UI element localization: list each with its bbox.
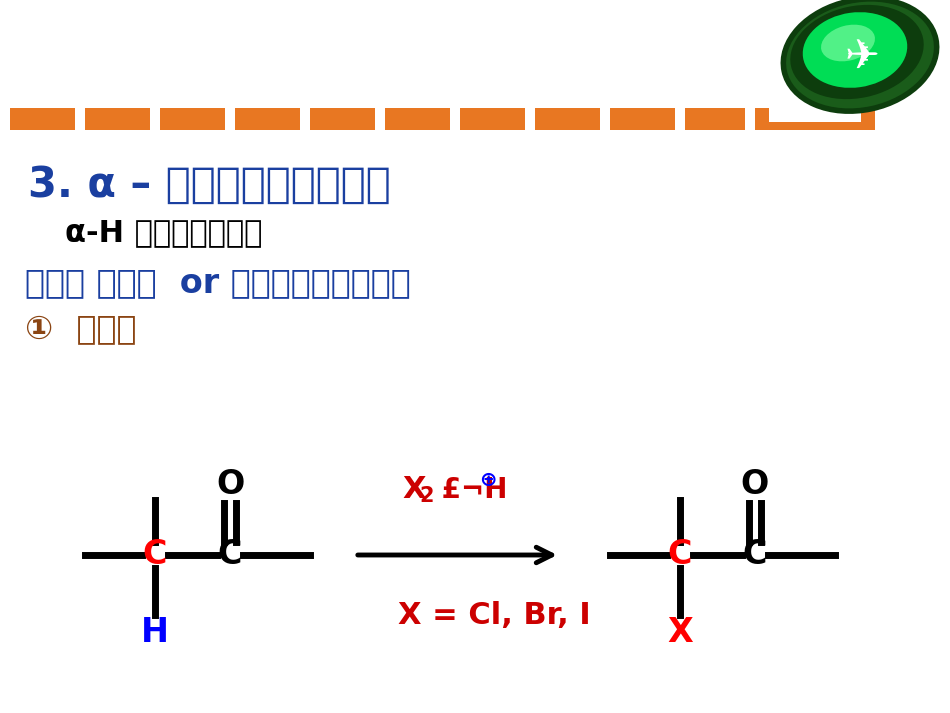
Text: C: C — [668, 538, 693, 572]
Text: H: H — [141, 617, 169, 650]
Bar — [310, 108, 375, 130]
Text: X = Cl, Br, I: X = Cl, Br, I — [397, 600, 590, 630]
Bar — [385, 108, 450, 130]
Bar — [10, 108, 75, 130]
Text: C: C — [743, 538, 768, 572]
Text: 3. α – 卤代反应，卤仿反应: 3. α – 卤代反应，卤仿反应 — [28, 164, 390, 206]
Text: C: C — [218, 538, 242, 572]
Text: C: C — [142, 538, 167, 572]
Bar — [460, 108, 525, 130]
Text: X: X — [667, 617, 693, 650]
Text: £¬H: £¬H — [431, 476, 507, 504]
Text: ①  酸攀化: ① 酸攀化 — [25, 314, 137, 347]
Text: O: O — [741, 468, 770, 501]
Bar — [535, 108, 600, 130]
Bar — [685, 108, 745, 130]
Text: ✈: ✈ — [845, 36, 880, 78]
Text: 条件： 酸攀化  or 碱攀化（历程不同）: 条件： 酸攀化 or 碱攀化（历程不同） — [25, 267, 410, 299]
Text: 2: 2 — [420, 486, 434, 506]
Ellipse shape — [821, 25, 875, 61]
Bar — [235, 108, 300, 130]
Text: ⊕: ⊕ — [480, 470, 497, 490]
Bar — [861, 108, 875, 130]
Text: α-H 较活泼，易取代: α-H 较活泼，易取代 — [65, 218, 262, 247]
Bar — [160, 108, 225, 130]
Bar — [85, 108, 150, 130]
Bar — [755, 108, 769, 130]
Bar — [755, 122, 875, 130]
Text: O: O — [216, 468, 244, 501]
Text: X: X — [403, 476, 426, 505]
Ellipse shape — [784, 0, 937, 111]
Ellipse shape — [803, 12, 907, 88]
Ellipse shape — [790, 5, 923, 99]
Bar — [610, 108, 675, 130]
